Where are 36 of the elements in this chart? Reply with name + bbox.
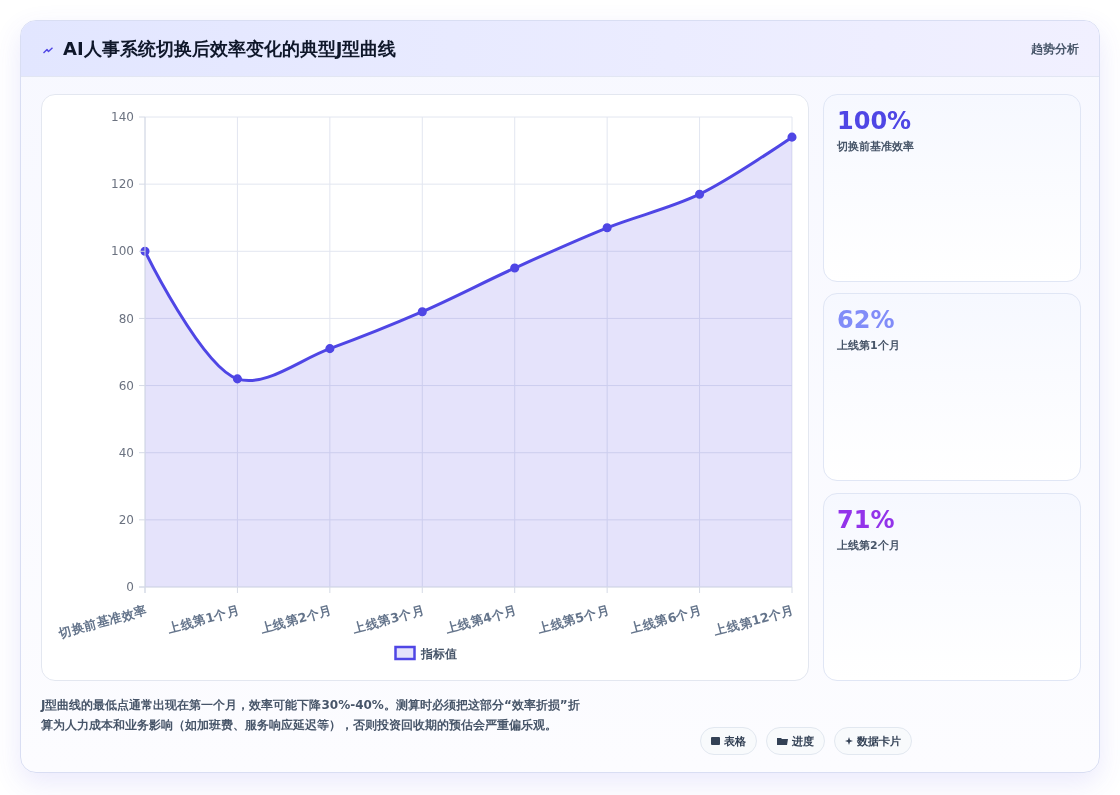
text: 100% [837, 107, 913, 135]
point [510, 263, 520, 273]
button: 表格 [700, 727, 757, 755]
text: 上线第2个月 [837, 538, 901, 553]
y-tick-label: 140 [111, 110, 134, 125]
chart-title: AI人事系统切换后效率变化的典型J型曲线 [63, 37, 397, 61]
y-tick-label: 100 [111, 244, 134, 259]
header-bar: AI人事系统切换后效率变化的典型J型曲线 趋势分析 [21, 21, 1099, 77]
y-tick-label: 40 [118, 445, 134, 460]
button: 进度 [766, 727, 825, 755]
text: 62% [837, 306, 896, 334]
x-tick-label: 上线第5个月 [534, 602, 611, 637]
y-tick-label: 60 [118, 378, 134, 393]
y-tick-label: 120 [111, 177, 134, 192]
x-tick-label: 上线第12个月 [711, 602, 796, 639]
y-tick-label: 80 [118, 311, 134, 326]
point [417, 307, 427, 317]
x-tick-label: 上线第6个月 [627, 602, 704, 637]
point [325, 344, 335, 354]
x-tick-label: 切换前基准效率 [56, 602, 149, 641]
button: 数据卡片 [834, 727, 912, 755]
legend-label: 指标值 [419, 646, 457, 661]
point [695, 189, 705, 199]
x-tick-label: 上线第1个月 [165, 602, 242, 637]
text: 71% [837, 506, 896, 534]
x-tick-label: 上线第4个月 [442, 602, 519, 637]
y-tick-label: 20 [118, 513, 134, 528]
x-tick-label: 上线第2个月 [257, 602, 334, 637]
x-tick-label: 上线第3个月 [350, 602, 427, 637]
text: 切换前基准效率 [837, 139, 915, 154]
point [787, 132, 797, 142]
point [602, 223, 612, 233]
text: 上线第1个月 [837, 338, 901, 353]
text: J型曲线的最低点通常出现在第一个月，效率可能下降30%-40%。测算时必须把这部分“效率折损”折算为人力成本和业务影响（如加班费、服务响应延迟等），否则投资回收期的预估会严重偏乐观。 [41, 697, 581, 734]
y-tick-label: 0 [126, 580, 134, 595]
point [232, 374, 242, 384]
